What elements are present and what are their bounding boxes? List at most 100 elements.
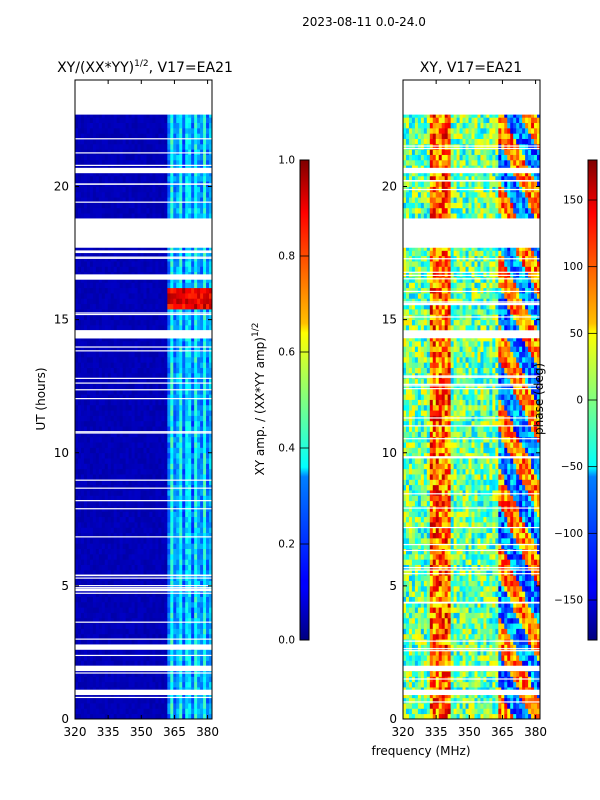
heatmap-cell	[200, 431, 204, 438]
heatmap-cell	[158, 372, 162, 379]
heatmap-cell	[149, 447, 153, 454]
heatmap-cell	[149, 383, 153, 390]
heatmap-cell	[197, 649, 201, 656]
heatmap-cell	[182, 436, 186, 443]
heatmap-cell	[191, 170, 195, 177]
heatmap-cell	[119, 490, 124, 496]
heatmap-cell	[95, 697, 100, 704]
heatmap-cell	[161, 559, 165, 565]
heatmap-cell	[80, 543, 85, 549]
heatmap-cell	[140, 633, 144, 640]
heatmap-cell	[146, 463, 150, 470]
heatmap-cell	[176, 149, 180, 155]
heatmap-cell	[95, 415, 100, 422]
heatmap-cell	[101, 628, 106, 635]
heatmap-cell	[83, 245, 88, 251]
heatmap-cell	[176, 697, 180, 704]
heatmap-cell	[161, 612, 165, 619]
heatmap-cell	[170, 553, 174, 560]
heatmap-cell	[92, 399, 97, 406]
heatmap-cell	[152, 458, 156, 464]
heatmap-cell	[176, 490, 180, 496]
heatmap-cell	[185, 697, 189, 704]
heatmap-cell	[164, 692, 168, 699]
heatmap-cell	[110, 293, 115, 299]
heatmap-cell	[98, 681, 103, 688]
heatmap-cell	[83, 287, 88, 294]
heatmap-cell	[128, 500, 132, 507]
heatmap-cell	[75, 378, 79, 384]
heatmap-cell	[134, 468, 138, 475]
heatmap-cell	[206, 697, 210, 704]
heatmap-cell	[182, 202, 186, 209]
heatmap-cell	[77, 484, 82, 491]
heatmap-cell	[143, 713, 147, 719]
heatmap-cell	[149, 681, 153, 688]
heatmap-cell	[170, 639, 174, 645]
heatmap-cell	[137, 596, 141, 603]
heatmap-cell	[194, 527, 198, 534]
heatmap-cell	[140, 314, 144, 321]
heatmap-cell	[173, 410, 177, 416]
heatmap-cell	[197, 527, 201, 534]
heatmap-cell	[107, 479, 112, 486]
heatmap-cell	[107, 436, 112, 443]
heatmap-cell	[92, 612, 97, 619]
heatmap-cell	[95, 378, 100, 384]
heatmap-cell	[92, 436, 97, 443]
heatmap-cell	[119, 484, 124, 491]
heatmap-cell	[119, 426, 124, 432]
heatmap-cell	[185, 484, 189, 491]
heatmap-cell	[146, 713, 150, 719]
heatmap-cell	[86, 202, 91, 209]
heatmap-cell	[173, 676, 177, 683]
heatmap-cell	[179, 383, 183, 390]
heatmap-cell	[152, 197, 156, 203]
heatmap-cell	[110, 708, 115, 715]
heatmap-cell	[200, 596, 204, 603]
heatmap-cell	[185, 319, 189, 326]
heatmap-cell	[200, 639, 204, 645]
heatmap-cell	[140, 532, 144, 539]
heatmap-cell	[209, 335, 212, 342]
heatmap-cell	[137, 303, 141, 310]
heatmap-cell	[119, 559, 124, 565]
heatmap-cell	[86, 388, 91, 395]
heatmap-cell	[113, 447, 118, 454]
heatmap-cell	[176, 612, 180, 619]
heatmap-cell	[188, 500, 192, 507]
heatmap-cell	[170, 452, 174, 459]
heatmap-cell	[155, 548, 159, 555]
heatmap-cell	[134, 655, 138, 661]
heatmap-cell	[203, 713, 207, 719]
heatmap-cell	[113, 319, 118, 326]
heatmap-cell	[206, 511, 210, 518]
heatmap-cell	[170, 474, 174, 480]
heatmap-cell	[206, 314, 210, 321]
heatmap-cell	[191, 287, 195, 294]
heatmap-cell	[98, 564, 103, 571]
heatmap-cell	[77, 362, 82, 368]
heatmap-cell	[146, 277, 150, 283]
heatmap-cell	[80, 426, 85, 432]
heatmap-cell	[161, 372, 165, 379]
heatmap-cell	[203, 617, 207, 624]
heatmap-cell	[131, 436, 135, 443]
heatmap-cell	[167, 463, 171, 470]
heatmap-cell	[83, 149, 88, 155]
heatmap-cell	[80, 511, 85, 518]
heatmap-cell	[197, 548, 201, 555]
heatmap-cell	[122, 703, 127, 709]
heatmap-cell	[209, 623, 212, 629]
heatmap-cell	[83, 442, 88, 448]
heatmap-cell	[158, 458, 162, 464]
heatmap-cell	[182, 282, 186, 289]
heatmap-cell	[113, 293, 118, 299]
heatmap-cell	[104, 490, 109, 496]
heatmap-cell	[155, 356, 159, 363]
heatmap-cell	[128, 287, 132, 294]
heatmap-cell	[77, 655, 82, 661]
heatmap-cell	[113, 250, 118, 257]
heatmap-cell	[167, 617, 171, 624]
heatmap-cell	[197, 495, 201, 502]
